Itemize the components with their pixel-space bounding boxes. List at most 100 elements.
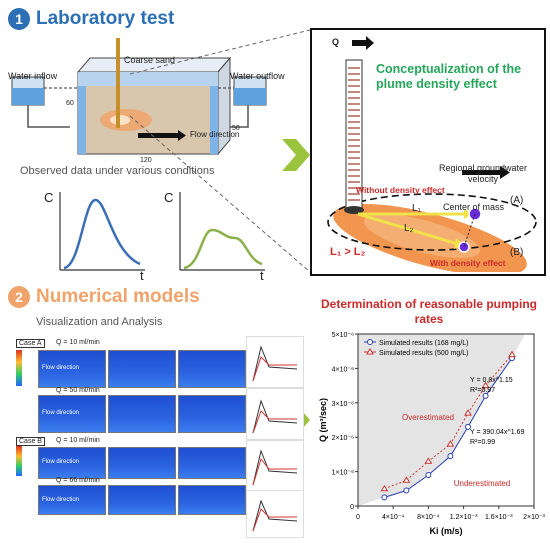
legend-label-1: Simulated results (500 mg/L)	[379, 350, 468, 357]
flow-direction-a1: Flow direction	[42, 365, 80, 371]
x-tick-label: 1.2×10⁻³	[450, 514, 478, 521]
data-point-500	[464, 409, 472, 416]
legend-marker-168	[367, 339, 373, 345]
case-b-q66-label: Q = 66 ml/min	[56, 477, 100, 484]
case-a-q10-label: Q = 10 ml/min	[56, 339, 100, 346]
mini-chart-4	[246, 490, 304, 538]
sim-image-a2-2	[108, 395, 176, 433]
y-tick-label: 0	[350, 504, 354, 511]
underestimated-label: Underestimated	[454, 479, 510, 488]
colorbar-a	[16, 350, 22, 386]
data-point-500	[508, 350, 516, 358]
observed-right-t-label: t	[260, 268, 264, 283]
mini-chart-2	[246, 388, 304, 440]
simulation-grid: Case A Q = 10 ml/min Q = 50 ml/min Case …	[16, 337, 246, 515]
sim-image-b1-2	[108, 447, 176, 479]
data-point-168	[482, 392, 489, 399]
fit-500: Y = 0.8x^1.15	[470, 377, 513, 384]
tank-diagram	[11, 38, 267, 156]
sim-image-b2-2	[108, 485, 176, 515]
case-a-q50-label: Q = 50 ml/min	[56, 387, 100, 394]
y-tick-label: 5×10⁻⁶	[332, 332, 354, 339]
case-a-label: Case A	[16, 339, 45, 348]
flow-direction-label: Flow direction	[190, 130, 240, 139]
data-point-500	[446, 440, 455, 447]
x-tick-label: 0	[356, 514, 360, 521]
x-tick-label: 1.6×10⁻³	[485, 514, 513, 521]
flow-direction-a2: Flow direction	[42, 410, 80, 416]
water-outflow-label: Water outflow	[230, 71, 285, 81]
data-point-168	[381, 494, 388, 501]
data-point-168	[447, 453, 454, 460]
mini-chart-1	[246, 336, 304, 388]
sim-image-b1-3	[178, 447, 246, 479]
overestimated-label: Overestimated	[402, 413, 454, 422]
sim-image-a2-3	[178, 395, 246, 433]
sim-image-a1-3	[178, 350, 246, 388]
case-b-label: Case B	[16, 437, 45, 446]
sim-image-a1-2	[108, 350, 176, 388]
data-point-168	[425, 472, 432, 479]
section-1-title: Laboratory test	[36, 8, 175, 29]
colorbar-b	[16, 446, 22, 476]
l1-gt-l2-label: L₁ > L₂	[330, 246, 366, 258]
y-axis-label: Q (m³/sec)	[318, 398, 328, 442]
r2-168: R²=0.99	[470, 439, 495, 446]
plume-diagram	[327, 36, 537, 272]
l1-label: L₁	[412, 203, 421, 214]
data-point-500	[481, 381, 490, 389]
data-point-500	[380, 484, 389, 492]
observed-right-c-label: C	[164, 190, 174, 205]
chart-title: Determination of reasonable pumping rate…	[320, 297, 538, 326]
x-tick-label: 8×10⁻⁴	[417, 514, 439, 521]
l2-label: L₂	[404, 223, 414, 234]
tank-width-label: 120	[140, 157, 152, 164]
regional-velocity-label: Regional groundwater velocity	[438, 163, 528, 184]
flow-direction-b2: Flow direction	[42, 497, 80, 503]
y-tick-label: 2×10⁻⁶	[332, 435, 354, 442]
data-point-500	[424, 457, 433, 464]
label-a: (A)	[510, 195, 524, 206]
arrow-to-plume-icon	[282, 139, 310, 171]
mini-chart-3	[246, 440, 304, 492]
observed-left-c-label: C	[44, 190, 54, 205]
legend-label-0: Simulated results (168 mg/L)	[379, 340, 468, 347]
data-point-168	[403, 487, 410, 494]
section-2-title: Numerical models	[36, 286, 200, 307]
sim-image-b2-1	[38, 485, 106, 515]
tank-height-label: 60	[66, 100, 74, 107]
x-tick-label: 4×10⁻⁴	[382, 514, 404, 521]
r2-500: R²=0.97	[470, 387, 495, 394]
label-b: (B)	[510, 247, 524, 258]
without-density-label: Without density effect	[356, 185, 445, 195]
data-point-168	[465, 423, 471, 430]
y-tick-label: 4×10⁻⁶	[332, 366, 354, 373]
legend-marker-500	[366, 348, 374, 355]
tank-depth-label: 50	[232, 125, 240, 132]
plume-q-label: Q	[332, 37, 340, 47]
section-1-badge: 1	[8, 8, 30, 30]
y-tick-label: 3×10⁻⁶	[332, 401, 354, 408]
case-b-q10-label: Q = 10 ml/min	[56, 437, 100, 444]
sim-image-b1-1	[38, 447, 106, 479]
plot-frame	[357, 333, 535, 507]
x-axis-label: Ki (m/s)	[429, 526, 462, 536]
coarse-sand-label: Coarse sand	[124, 55, 176, 65]
y-tick-label: 1×10⁻⁶	[332, 470, 354, 477]
numerical-subtitle: Visualization and Analysis	[36, 316, 163, 328]
sim-image-a2-1	[38, 395, 106, 433]
sim-image-b2-3	[178, 485, 246, 515]
water-inflow-label: Water inflow	[8, 71, 58, 81]
overestimated-region	[358, 334, 526, 506]
sim-image-a1-1	[38, 350, 106, 388]
center-of-mass-label: Center of mass	[443, 202, 505, 212]
with-density-label: With density effect	[430, 258, 506, 268]
x-tick-label: 2×10⁻³	[523, 514, 545, 521]
data-point-500	[402, 476, 411, 483]
section-2-badge: 2	[8, 286, 30, 308]
observed-curves	[59, 192, 265, 271]
fit-168: Y = 390.04x^1.69	[470, 429, 524, 436]
pumping-rate-chart: 0 4×10⁻⁴ 8×10⁻⁴ 1.2×10⁻³ 1.6×10⁻³ 2×10⁻³ 0 1×10…	[318, 332, 546, 536]
plume-concept-title: Conceptualization of the plume density e…	[376, 62, 522, 91]
